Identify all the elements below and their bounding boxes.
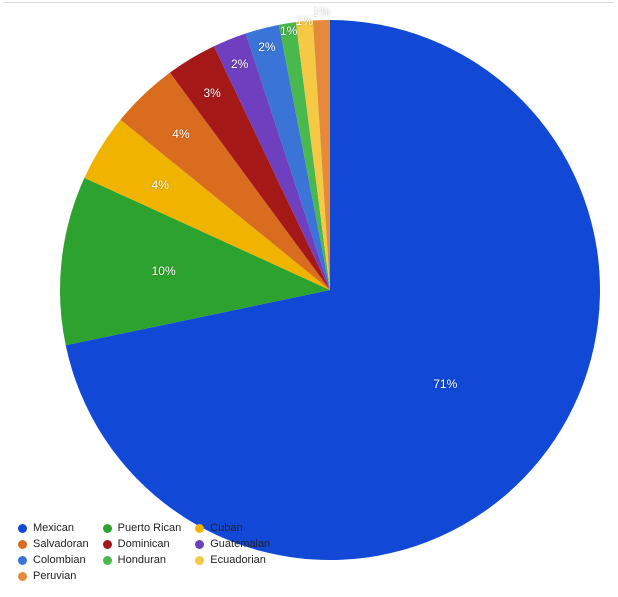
legend-dot-icon	[195, 556, 204, 565]
legend-dot-icon	[18, 556, 27, 565]
legend-label: Ecuadorian	[210, 553, 266, 567]
legend-item-ecuadorian: Ecuadorian	[195, 553, 270, 567]
legend-dot-icon	[195, 524, 204, 533]
legend-dot-icon	[103, 556, 112, 565]
legend-label: Guatemalan	[210, 537, 270, 551]
legend-dot-icon	[195, 540, 204, 549]
legend-dot-icon	[18, 572, 27, 581]
legend-label: Colombian	[33, 553, 86, 567]
legend-item-dominican: Dominican	[103, 537, 182, 551]
pie-svg	[0, 0, 618, 597]
legend-item-colombian: Colombian	[18, 553, 89, 567]
legend-label: Honduran	[118, 553, 166, 567]
legend-dot-icon	[18, 524, 27, 533]
legend-dot-icon	[18, 540, 27, 549]
legend-dot-icon	[103, 524, 112, 533]
legend-label: Dominican	[118, 537, 170, 551]
legend-item-cuban: Cuban	[195, 521, 270, 535]
legend-label: Cuban	[210, 521, 242, 535]
legend-label: Salvadoran	[33, 537, 89, 551]
legend-item-guatemalan: Guatemalan	[195, 537, 270, 551]
legend-item-puerto-rican: Puerto Rican	[103, 521, 182, 535]
pie-chart: 71%10%4%4%3%2%2%1%1%1%	[0, 0, 618, 597]
legend-item-mexican: Mexican	[18, 521, 89, 535]
legend-item-honduran: Honduran	[103, 553, 182, 567]
legend-item-peruvian: Peruvian	[18, 569, 89, 583]
legend-dot-icon	[103, 540, 112, 549]
legend-label: Peruvian	[33, 569, 76, 583]
legend-label: Puerto Rican	[118, 521, 182, 535]
legend: Mexican Puerto Rican Cuban Salvadoran Domini…	[18, 521, 270, 583]
legend-label: Mexican	[33, 521, 74, 535]
legend-item-salvadoran: Salvadoran	[18, 537, 89, 551]
